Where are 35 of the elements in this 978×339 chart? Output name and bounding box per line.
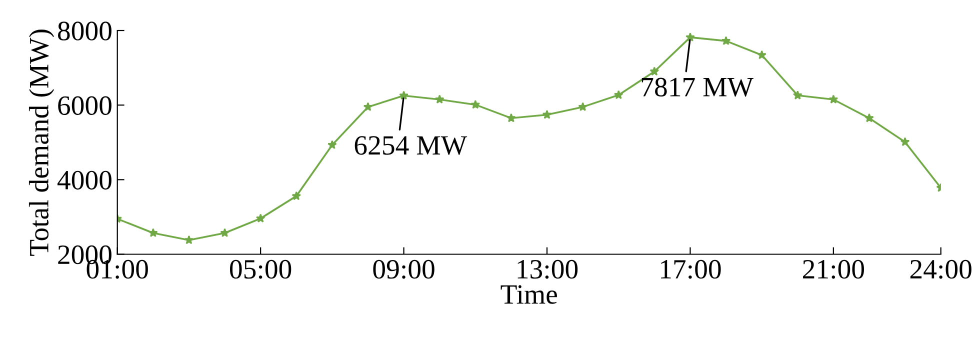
y-tick-label: 8000	[58, 22, 112, 40]
point	[434, 94, 444, 104]
y-tick-label: 4000	[57, 170, 112, 190]
point	[650, 66, 660, 76]
point	[184, 235, 194, 244]
point	[864, 113, 874, 122]
point	[292, 191, 302, 200]
point	[399, 90, 408, 100]
point	[328, 140, 337, 150]
x-tick-label: 17:00	[661, 260, 721, 279]
annotation: 6254 MW	[354, 136, 468, 155]
x-tick-label: 05:00	[230, 260, 292, 279]
x-tick-label: 13:00	[518, 260, 578, 279]
point	[578, 102, 588, 112]
point	[363, 102, 373, 112]
point	[686, 32, 695, 42]
point	[757, 50, 766, 60]
point	[542, 110, 552, 119]
point	[470, 100, 480, 109]
point	[828, 94, 838, 104]
point	[220, 228, 230, 238]
y-axis-title: Total demand (MW)	[28, 30, 54, 256]
point	[148, 228, 158, 238]
point	[721, 36, 731, 46]
x-tick-label: 09:00	[373, 260, 434, 279]
x-tick-label: 21:00	[803, 260, 864, 279]
y-tick-label: 6000	[58, 96, 112, 115]
point	[900, 137, 910, 146]
point	[614, 90, 624, 100]
x-tick-label: 24:00	[910, 260, 972, 279]
point	[792, 90, 802, 100]
annotation: 7817 MW	[642, 78, 754, 97]
point	[256, 214, 266, 223]
point	[506, 113, 516, 122]
x-axis-title: Time	[500, 285, 557, 304]
